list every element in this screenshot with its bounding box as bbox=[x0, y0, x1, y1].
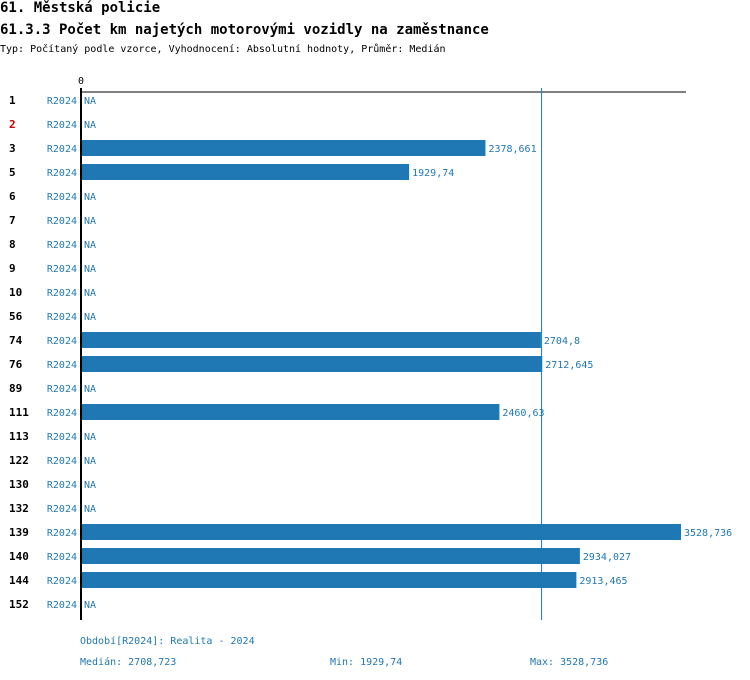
footer-min: Min: 1929,74 bbox=[330, 657, 402, 668]
category-label: 113 bbox=[9, 430, 29, 443]
category-label: 144 bbox=[9, 574, 29, 587]
category-label: 74 bbox=[9, 334, 23, 347]
bar bbox=[81, 164, 409, 180]
na-label: NA bbox=[84, 216, 96, 227]
period-label: R2024 bbox=[47, 576, 77, 587]
na-label: NA bbox=[84, 312, 96, 323]
period-label: R2024 bbox=[47, 120, 77, 131]
na-label: NA bbox=[84, 192, 96, 203]
period-label: R2024 bbox=[47, 552, 77, 563]
data-label: 2934,027 bbox=[583, 552, 631, 563]
period-label: R2024 bbox=[47, 288, 77, 299]
footer-period: Období[R2024]: Realita - 2024 bbox=[80, 636, 255, 647]
bar bbox=[81, 572, 576, 588]
bar bbox=[81, 524, 681, 540]
category-label: 89 bbox=[9, 382, 22, 395]
period-label: R2024 bbox=[47, 360, 77, 371]
na-label: NA bbox=[84, 480, 96, 491]
footer-max: Max: 3528,736 bbox=[530, 657, 608, 668]
na-label: NA bbox=[84, 96, 96, 107]
period-label: R2024 bbox=[47, 168, 77, 179]
na-label: NA bbox=[84, 504, 96, 515]
period-label: R2024 bbox=[47, 480, 77, 491]
period-label: R2024 bbox=[47, 432, 77, 443]
bar bbox=[81, 140, 485, 156]
category-label: 56 bbox=[9, 310, 23, 323]
category-label: 140 bbox=[9, 550, 29, 563]
period-label: R2024 bbox=[47, 504, 77, 515]
period-label: R2024 bbox=[47, 408, 77, 419]
data-label: 2460,63 bbox=[502, 408, 544, 419]
period-label: R2024 bbox=[47, 96, 77, 107]
period-label: R2024 bbox=[47, 144, 77, 155]
period-label: R2024 bbox=[47, 528, 77, 539]
data-label: 2704,8 bbox=[544, 336, 580, 347]
category-label: 7 bbox=[9, 214, 16, 227]
period-label: R2024 bbox=[47, 336, 77, 347]
category-label: 8 bbox=[9, 238, 16, 251]
na-label: NA bbox=[84, 288, 96, 299]
na-label: NA bbox=[84, 120, 96, 131]
data-label: 2913,465 bbox=[579, 576, 627, 587]
category-label: 132 bbox=[9, 502, 29, 515]
category-label: 3 bbox=[9, 142, 16, 155]
na-label: NA bbox=[84, 240, 96, 251]
category-label: 1 bbox=[9, 94, 16, 107]
period-label: R2024 bbox=[47, 456, 77, 467]
period-label: R2024 bbox=[47, 192, 77, 203]
na-label: NA bbox=[84, 432, 96, 443]
category-label: 9 bbox=[9, 262, 16, 275]
bar bbox=[81, 404, 499, 420]
period-label: R2024 bbox=[47, 600, 77, 611]
period-label: R2024 bbox=[47, 216, 77, 227]
category-label: 130 bbox=[9, 478, 29, 491]
category-label: 139 bbox=[9, 526, 29, 539]
category-label: 6 bbox=[9, 190, 16, 203]
data-label: 3528,736 bbox=[684, 528, 732, 539]
bar-chart: 0 1 R2024 NA 2 R2024 NA 3 R2024 2378,661 5 R2024 192… bbox=[0, 0, 750, 630]
category-label: 2 bbox=[9, 118, 16, 131]
axis-zero-label: 0 bbox=[78, 76, 84, 87]
category-label: 111 bbox=[9, 406, 29, 419]
data-label: 1929,74 bbox=[412, 168, 454, 179]
period-label: R2024 bbox=[47, 264, 77, 275]
bar bbox=[81, 548, 580, 564]
category-label: 152 bbox=[9, 598, 29, 611]
data-label: 2712,645 bbox=[545, 360, 593, 371]
footer-median: Medián: 2708,723 bbox=[80, 657, 176, 668]
period-label: R2024 bbox=[47, 240, 77, 251]
category-label: 10 bbox=[9, 286, 22, 299]
na-label: NA bbox=[84, 264, 96, 275]
period-label: R2024 bbox=[47, 312, 77, 323]
na-label: NA bbox=[84, 384, 96, 395]
data-label: 2378,661 bbox=[488, 144, 536, 155]
bar bbox=[81, 332, 541, 348]
category-label: 122 bbox=[9, 454, 29, 467]
category-label: 5 bbox=[9, 166, 16, 179]
bar bbox=[81, 356, 542, 372]
period-label: R2024 bbox=[47, 384, 77, 395]
category-label: 76 bbox=[9, 358, 23, 371]
na-label: NA bbox=[84, 600, 96, 611]
na-label: NA bbox=[84, 456, 96, 467]
